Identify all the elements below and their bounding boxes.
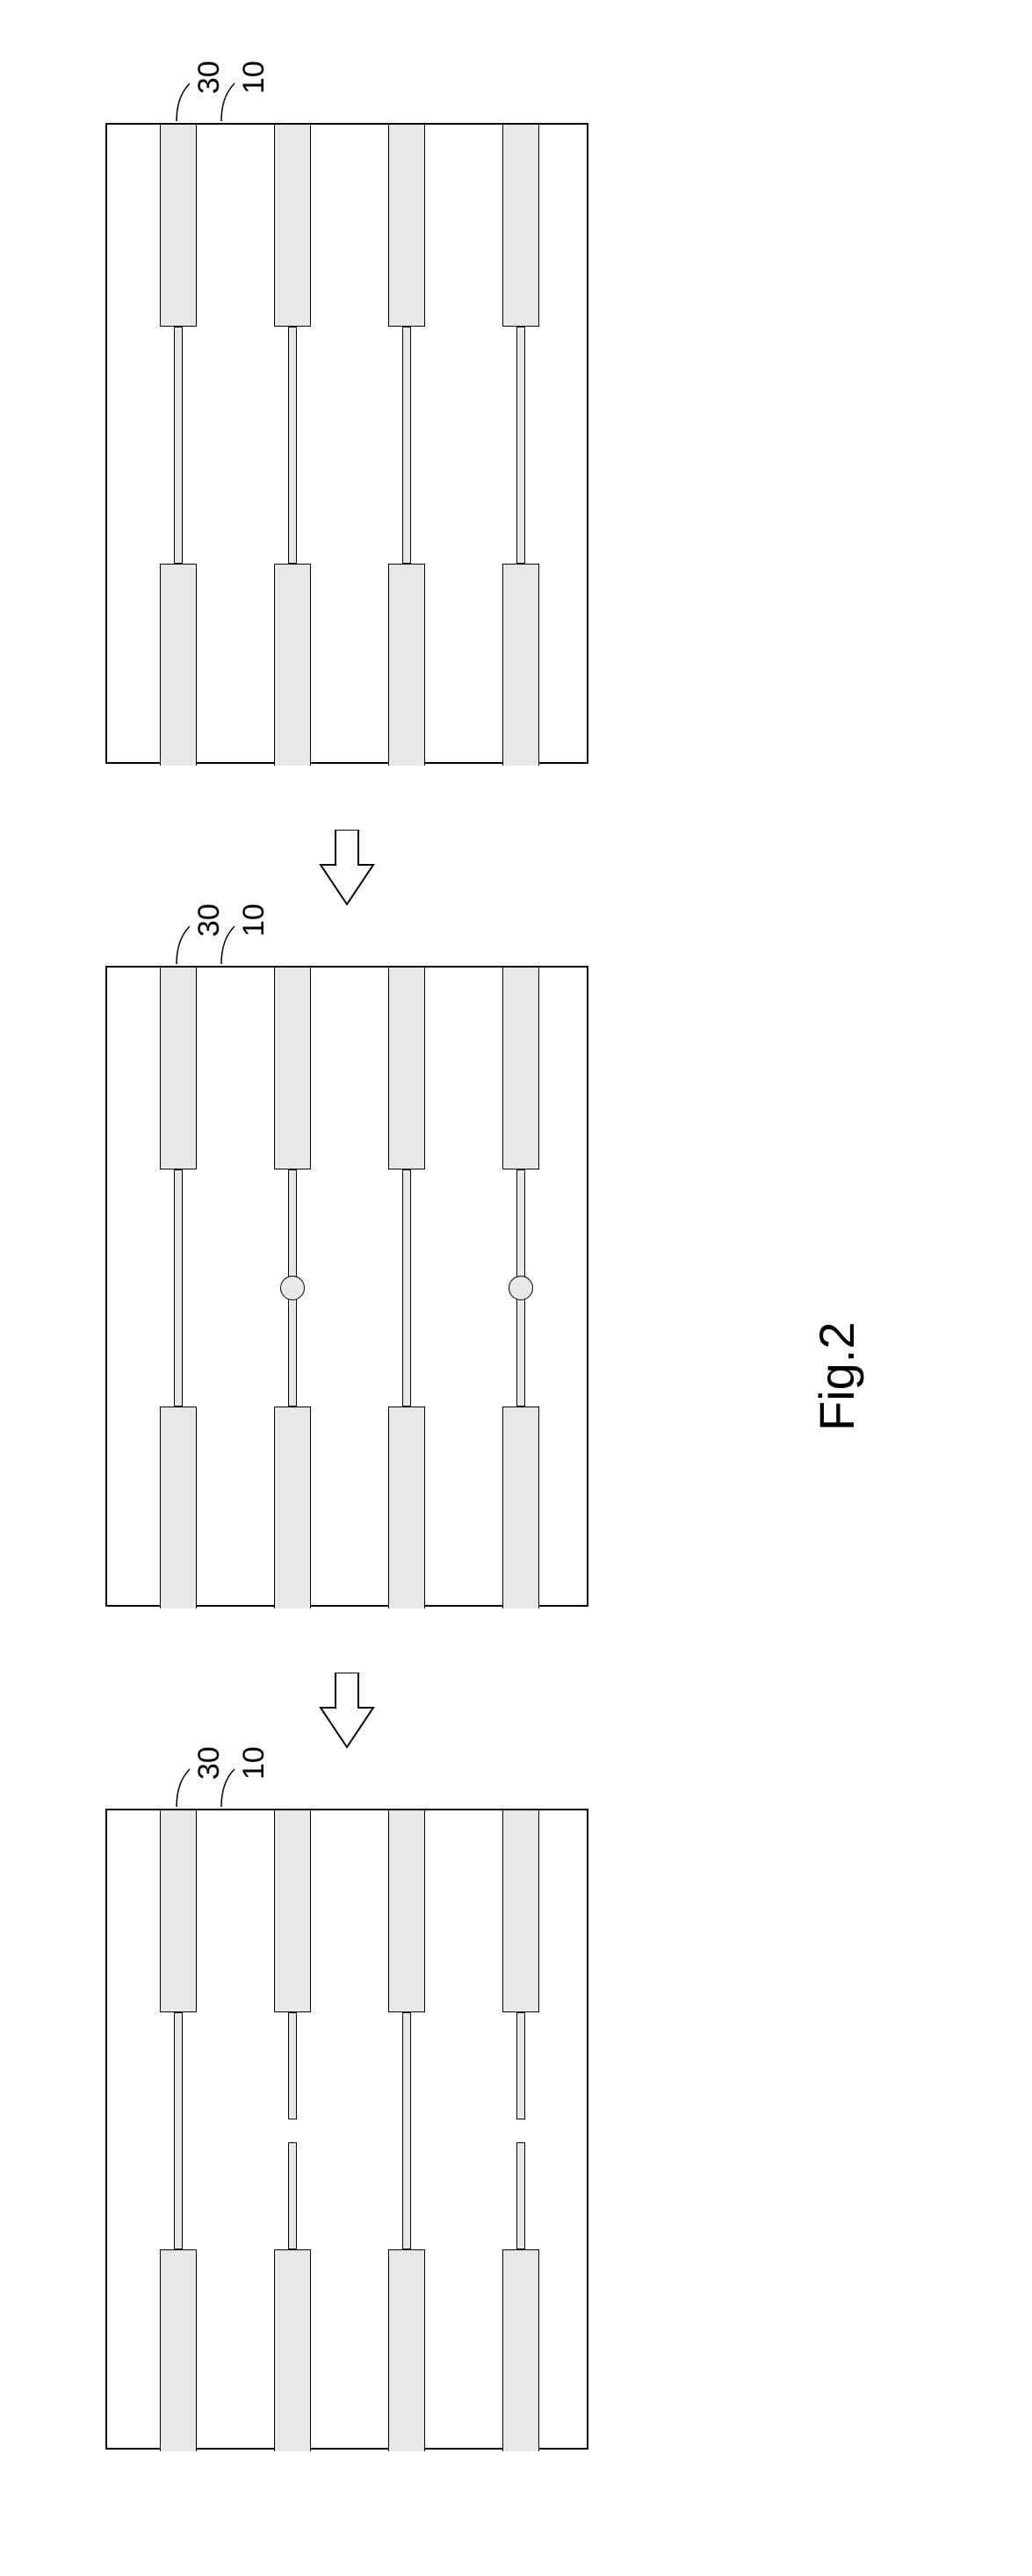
- bar-wide-segment: [388, 968, 425, 1169]
- bar-wide-segment: [502, 1810, 539, 2012]
- leader-lines: [159, 904, 335, 966]
- bar-wide-segment: [274, 1810, 311, 2012]
- bar-thin-segment: [174, 2012, 183, 2249]
- bar-thin-segment: [174, 327, 183, 564]
- bar-wide-segment: [274, 2249, 311, 2451]
- process-arrow-icon: [316, 830, 378, 909]
- figure-label: Fig.2: [808, 1322, 865, 1432]
- leader-lines: [159, 1747, 335, 1809]
- process-arrow-icon: [316, 1673, 378, 1752]
- bar-thin-segment: [174, 1169, 183, 1407]
- bar-thin-segment: [402, 1169, 411, 1407]
- bar-thin-segment: [288, 2142, 297, 2249]
- process-panel: [105, 1809, 588, 2450]
- bar-wide-segment: [274, 125, 311, 327]
- bar-wide-segment: [274, 1407, 311, 1608]
- process-panel: [105, 966, 588, 1607]
- bar-wide-segment: [274, 968, 311, 1169]
- bar-wide-segment: [388, 564, 425, 766]
- bar-thin-segment: [402, 327, 411, 564]
- bar-thin-segment: [516, 2012, 525, 2119]
- bar-wide-segment: [502, 125, 539, 327]
- bar-wide-segment: [160, 968, 197, 1169]
- bar-wide-segment: [388, 125, 425, 327]
- bar-wide-segment: [160, 2249, 197, 2451]
- bar-wide-segment: [160, 1407, 197, 1608]
- bar-wide-segment: [160, 564, 197, 766]
- bar-thin-segment: [288, 327, 297, 564]
- fuse-circle: [509, 1276, 533, 1300]
- bar-wide-segment: [274, 564, 311, 766]
- bar-wide-segment: [160, 1810, 197, 2012]
- leader-lines: [159, 61, 335, 123]
- bar-wide-segment: [502, 564, 539, 766]
- bar-thin-segment: [516, 327, 525, 564]
- bar-wide-segment: [388, 1407, 425, 1608]
- fuse-circle: [280, 1276, 305, 1300]
- bar-thin-segment: [402, 2012, 411, 2249]
- bar-wide-segment: [388, 1810, 425, 2012]
- page: 301030103010 Fig.2: [0, 0, 1032, 2576]
- bar-wide-segment: [160, 125, 197, 327]
- bar-thin-segment: [288, 2012, 297, 2119]
- bar-thin-segment: [516, 2142, 525, 2249]
- bar-wide-segment: [388, 2249, 425, 2451]
- process-panel: [105, 123, 588, 764]
- bar-wide-segment: [502, 968, 539, 1169]
- bar-wide-segment: [502, 2249, 539, 2451]
- bar-wide-segment: [502, 1407, 539, 1608]
